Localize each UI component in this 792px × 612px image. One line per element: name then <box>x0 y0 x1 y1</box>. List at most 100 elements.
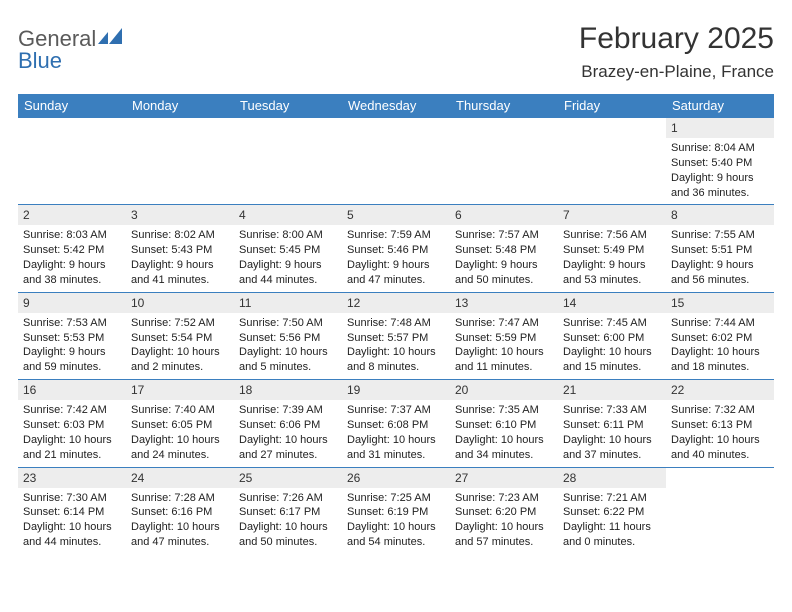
brand-text: General Blue <box>18 28 124 72</box>
day-sunrise: Sunrise: 7:37 AM <box>347 403 445 418</box>
day-daylight: Daylight: 9 hours and 50 minutes. <box>455 258 553 288</box>
day-sunset: Sunset: 6:14 PM <box>23 505 121 520</box>
day-cell <box>234 118 342 204</box>
day-cell: 15Sunrise: 7:44 AMSunset: 6:02 PMDayligh… <box>666 293 774 379</box>
day-number: 12 <box>342 293 450 313</box>
day-body: Sunrise: 7:26 AMSunset: 6:17 PMDaylight:… <box>234 488 342 554</box>
day-daylight: Daylight: 9 hours and 56 minutes. <box>671 258 769 288</box>
day-sunrise: Sunrise: 7:28 AM <box>131 491 229 506</box>
day-body: Sunrise: 7:53 AMSunset: 5:53 PMDaylight:… <box>18 313 126 379</box>
day-cell: 23Sunrise: 7:30 AMSunset: 6:14 PMDayligh… <box>18 468 126 554</box>
day-number: 23 <box>18 468 126 488</box>
day-number: 14 <box>558 293 666 313</box>
day-daylight: Daylight: 10 hours and 34 minutes. <box>455 433 553 463</box>
day-daylight: Daylight: 10 hours and 31 minutes. <box>347 433 445 463</box>
day-cell: 11Sunrise: 7:50 AMSunset: 5:56 PMDayligh… <box>234 293 342 379</box>
day-sunrise: Sunrise: 7:55 AM <box>671 228 769 243</box>
day-cell: 18Sunrise: 7:39 AMSunset: 6:06 PMDayligh… <box>234 380 342 466</box>
day-cell: 19 Sunrise: 7:37 AMSunset: 6:08 PMDayligh… <box>342 380 450 466</box>
day-daylight: Daylight: 10 hours and 27 minutes. <box>239 433 337 463</box>
day-cell: 25Sunrise: 7:26 AMSunset: 6:17 PMDayligh… <box>234 468 342 554</box>
day-cell: 28Sunrise: 7:21 AMSunset: 6:22 PMDayligh… <box>558 468 666 554</box>
week-row: 9Sunrise: 7:53 AMSunset: 5:53 PMDaylight… <box>18 292 774 379</box>
day-sunset: Sunset: 6:19 PM <box>347 505 445 520</box>
header: General Blue February 2025 Brazey-en-Pla… <box>18 22 774 82</box>
day-number: 8 <box>666 205 774 225</box>
day-sunset: Sunset: 5:46 PM <box>347 243 445 258</box>
day-daylight: Daylight: 10 hours and 15 minutes. <box>563 345 661 375</box>
day-body: Sunrise: 7:25 AMSunset: 6:19 PMDaylight:… <box>342 488 450 554</box>
day-number: 21 <box>558 380 666 400</box>
day-body: Sunrise: 7:59 AMSunset: 5:46 PMDaylight:… <box>342 225 450 291</box>
weekday-label: Tuesday <box>234 94 342 118</box>
day-daylight: Daylight: 10 hours and 40 minutes. <box>671 433 769 463</box>
day-sunrise: Sunrise: 7:33 AM <box>563 403 661 418</box>
day-sunset: Sunset: 6:05 PM <box>131 418 229 433</box>
day-number: 18 <box>234 380 342 400</box>
day-daylight: Daylight: 10 hours and 21 minutes. <box>23 433 121 463</box>
day-daylight: Daylight: 9 hours and 47 minutes. <box>347 258 445 288</box>
day-sunset: Sunset: 6:13 PM <box>671 418 769 433</box>
day-cell: 3Sunrise: 8:02 AMSunset: 5:43 PMDaylight… <box>126 205 234 291</box>
day-sunset: Sunset: 5:53 PM <box>23 331 121 346</box>
calendar: Sunday Monday Tuesday Wednesday Thursday… <box>18 94 774 554</box>
day-sunrise: Sunrise: 7:23 AM <box>455 491 553 506</box>
day-daylight: Daylight: 10 hours and 11 minutes. <box>455 345 553 375</box>
day-body: Sunrise: 7:33 AMSunset: 6:11 PMDaylight:… <box>558 400 666 466</box>
day-sunset: Sunset: 6:03 PM <box>23 418 121 433</box>
day-sunset: Sunset: 6:22 PM <box>563 505 661 520</box>
day-number: 10 <box>126 293 234 313</box>
day-sunrise: Sunrise: 7:30 AM <box>23 491 121 506</box>
day-number: 28 <box>558 468 666 488</box>
day-sunset: Sunset: 6:00 PM <box>563 331 661 346</box>
day-number: 3 <box>126 205 234 225</box>
day-sunset: Sunset: 6:16 PM <box>131 505 229 520</box>
week-row: 2Sunrise: 8:03 AMSunset: 5:42 PMDaylight… <box>18 204 774 291</box>
day-body: Sunrise: 7:56 AMSunset: 5:49 PMDaylight:… <box>558 225 666 291</box>
weekday-header-row: Sunday Monday Tuesday Wednesday Thursday… <box>18 94 774 118</box>
weeks-container: 1Sunrise: 8:04 AMSunset: 5:40 PMDaylight… <box>18 118 774 554</box>
day-sunset: Sunset: 5:42 PM <box>23 243 121 258</box>
day-sunset: Sunset: 5:49 PM <box>563 243 661 258</box>
day-cell: 2Sunrise: 8:03 AMSunset: 5:42 PMDaylight… <box>18 205 126 291</box>
day-body: Sunrise: 7:35 AMSunset: 6:10 PMDaylight:… <box>450 400 558 466</box>
day-sunrise: Sunrise: 7:45 AM <box>563 316 661 331</box>
day-cell: 22Sunrise: 7:32 AMSunset: 6:13 PMDayligh… <box>666 380 774 466</box>
day-sunset: Sunset: 6:06 PM <box>239 418 337 433</box>
day-daylight: Daylight: 10 hours and 18 minutes. <box>671 345 769 375</box>
day-body: Sunrise: 7:21 AMSunset: 6:22 PMDaylight:… <box>558 488 666 554</box>
day-cell: 16Sunrise: 7:42 AMSunset: 6:03 PMDayligh… <box>18 380 126 466</box>
weekday-label: Thursday <box>450 94 558 118</box>
day-daylight: Daylight: 9 hours and 41 minutes. <box>131 258 229 288</box>
day-cell: 6Sunrise: 7:57 AMSunset: 5:48 PMDaylight… <box>450 205 558 291</box>
title-block: February 2025 Brazey-en-Plaine, France <box>579 22 774 82</box>
day-body: Sunrise: 7:30 AMSunset: 6:14 PMDaylight:… <box>18 488 126 554</box>
day-daylight: Daylight: 9 hours and 36 minutes. <box>671 171 769 201</box>
day-sunrise: Sunrise: 7:21 AM <box>563 491 661 506</box>
day-number: 27 <box>450 468 558 488</box>
day-number: 5 <box>342 205 450 225</box>
day-sunset: Sunset: 6:08 PM <box>347 418 445 433</box>
day-number: 19 <box>342 380 450 400</box>
day-cell: 9Sunrise: 7:53 AMSunset: 5:53 PMDaylight… <box>18 293 126 379</box>
day-sunset: Sunset: 5:40 PM <box>671 156 769 171</box>
day-sunset: Sunset: 6:11 PM <box>563 418 661 433</box>
day-number: 1 <box>666 118 774 138</box>
day-sunset: Sunset: 6:10 PM <box>455 418 553 433</box>
day-body: Sunrise: 7:52 AMSunset: 5:54 PMDaylight:… <box>126 313 234 379</box>
day-cell: 8Sunrise: 7:55 AMSunset: 5:51 PMDaylight… <box>666 205 774 291</box>
day-sunrise: Sunrise: 7:50 AM <box>239 316 337 331</box>
day-cell: 13Sunrise: 7:47 AMSunset: 5:59 PMDayligh… <box>450 293 558 379</box>
day-body: Sunrise: 8:02 AMSunset: 5:43 PMDaylight:… <box>126 225 234 291</box>
day-body: Sunrise: 7:23 AMSunset: 6:20 PMDaylight:… <box>450 488 558 554</box>
day-daylight: Daylight: 10 hours and 57 minutes. <box>455 520 553 550</box>
day-cell <box>18 118 126 204</box>
day-number: 9 <box>18 293 126 313</box>
day-sunset: Sunset: 6:02 PM <box>671 331 769 346</box>
day-daylight: Daylight: 9 hours and 53 minutes. <box>563 258 661 288</box>
day-body: Sunrise: 7:40 AMSunset: 6:05 PMDaylight:… <box>126 400 234 466</box>
day-body: Sunrise: 7:44 AMSunset: 6:02 PMDaylight:… <box>666 313 774 379</box>
day-daylight: Daylight: 10 hours and 44 minutes. <box>23 520 121 550</box>
day-number: 26 <box>342 468 450 488</box>
day-sunrise: Sunrise: 7:47 AM <box>455 316 553 331</box>
